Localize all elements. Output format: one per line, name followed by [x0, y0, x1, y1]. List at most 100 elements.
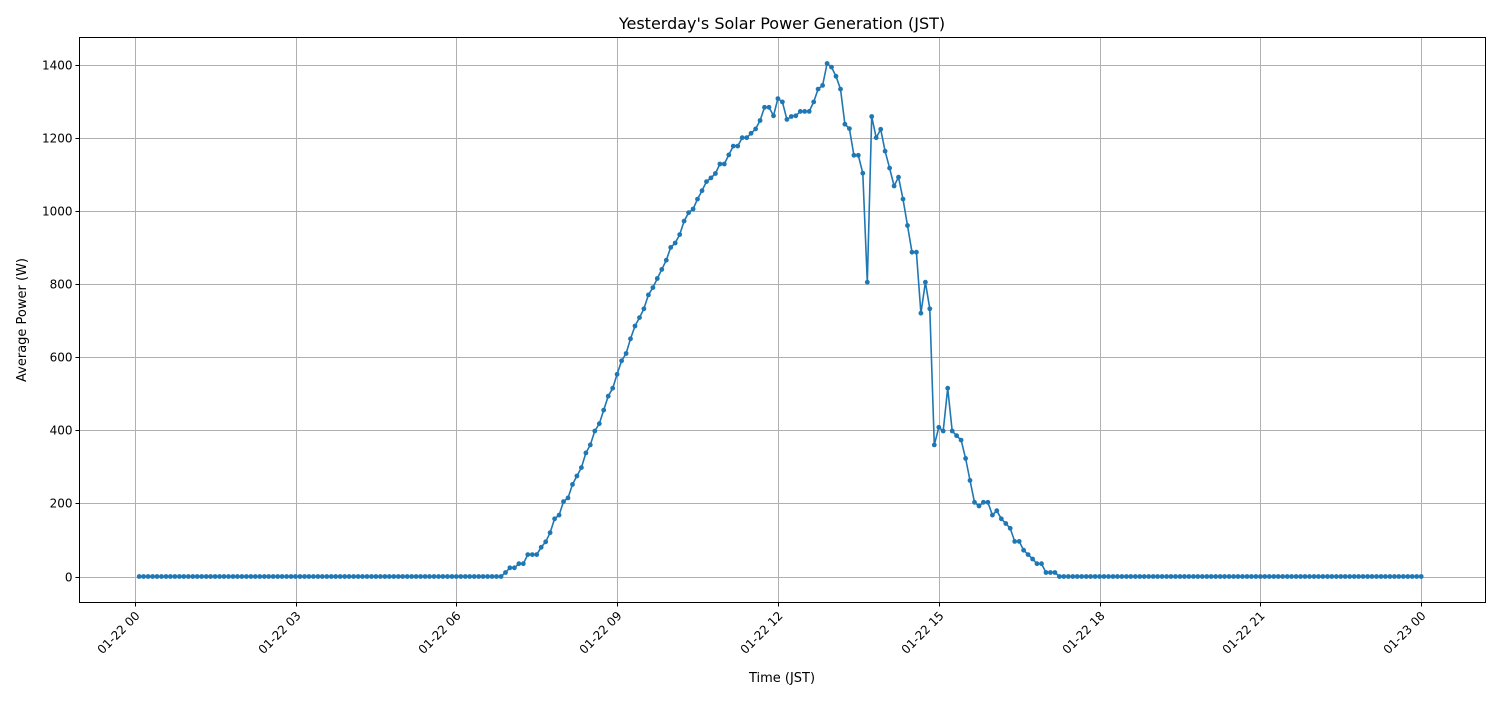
data-point: [543, 539, 549, 545]
data-point: [525, 552, 531, 557]
data-point: [958, 437, 964, 443]
data-point: [1119, 574, 1125, 579]
data-point: [735, 143, 741, 149]
data-point: [771, 113, 776, 119]
data-point: [1298, 574, 1303, 579]
data-point: [985, 499, 991, 505]
data-point: [248, 574, 254, 579]
data-point: [623, 351, 629, 356]
data-point: [154, 574, 160, 579]
data-point: [784, 117, 790, 122]
data-point: [1213, 574, 1219, 579]
data-point: [1374, 574, 1379, 579]
data-point: [489, 574, 495, 579]
data-point: [976, 503, 982, 509]
data-point: [1097, 574, 1102, 579]
data-point: [221, 574, 227, 579]
data-point: [288, 574, 294, 579]
data-point: [244, 574, 249, 579]
data-point: [1356, 574, 1361, 579]
data-point: [1383, 574, 1388, 579]
y-tick-label: 1400: [42, 59, 73, 73]
data-point: [185, 574, 191, 579]
data-point: [270, 574, 276, 579]
data-point: [1186, 574, 1192, 579]
data-point: [1365, 574, 1370, 579]
data-point: [275, 574, 281, 579]
data-point: [628, 336, 633, 342]
data-point: [887, 165, 892, 171]
data-point: [409, 574, 415, 579]
data-point: [284, 574, 289, 579]
data-point: [203, 574, 209, 579]
data-point: [1159, 574, 1165, 579]
y-tick-label: 0: [65, 571, 73, 585]
data-point: [1311, 574, 1317, 579]
data-point: [159, 574, 164, 579]
data-point: [663, 257, 669, 263]
data-point: [601, 407, 607, 413]
data-point: [650, 285, 656, 290]
data-point: [422, 574, 428, 579]
data-point: [592, 428, 598, 434]
data-point: [695, 196, 700, 202]
data-point: [614, 371, 620, 377]
data-point: [565, 495, 571, 501]
data-point: [453, 574, 459, 579]
data-point: [1280, 574, 1286, 579]
data-point: [212, 574, 218, 579]
data-point: [681, 218, 687, 224]
data-point: [1106, 574, 1111, 579]
data-point: [1092, 574, 1098, 579]
data-point: [364, 574, 370, 579]
data-point: [757, 118, 763, 123]
data-point: [382, 574, 388, 579]
data-point: [293, 574, 298, 579]
y-tick-label: 1200: [42, 132, 73, 146]
data-point: [797, 109, 803, 114]
data-point: [1191, 574, 1196, 579]
data-point: [788, 114, 794, 119]
x-tick-label: 01-22 00: [95, 609, 143, 657]
data-point: [538, 544, 544, 550]
y-axis-label: Average Power (W): [15, 258, 30, 382]
data-point: [878, 126, 884, 132]
data-point: [337, 574, 343, 579]
data-point: [1195, 574, 1201, 579]
data-point: [981, 499, 986, 505]
data-point: [1088, 574, 1093, 579]
data-point: [637, 315, 642, 320]
data-point: [190, 574, 196, 579]
data-point: [579, 465, 584, 470]
data-point: [1168, 574, 1174, 579]
data-point: [311, 574, 316, 579]
data-point: [708, 175, 714, 181]
data-point: [1164, 574, 1169, 579]
data-point: [355, 574, 361, 579]
data-point: [1007, 525, 1013, 531]
data-point: [610, 385, 616, 391]
data-point: [923, 279, 928, 285]
data-point: [1307, 574, 1312, 579]
data-point: [440, 574, 446, 579]
data-point: [1208, 574, 1214, 579]
data-point: [1132, 574, 1138, 579]
x-tick-label: 01-22 06: [416, 609, 464, 657]
data-point: [529, 552, 535, 557]
data-point: [1342, 574, 1348, 579]
x-tick-label: 01-22 21: [1220, 609, 1268, 657]
x-tick-label: 01-23 00: [1381, 609, 1429, 657]
data-point: [686, 210, 691, 216]
data-point: [1034, 561, 1040, 567]
data-point: [351, 574, 356, 579]
data-point: [1173, 574, 1178, 579]
data-point: [369, 574, 374, 579]
data-point: [1320, 574, 1326, 579]
data-point: [1083, 574, 1089, 579]
data-point: [512, 565, 517, 571]
data-point: [391, 574, 397, 579]
data-point: [395, 574, 401, 579]
data-point: [780, 99, 785, 105]
data-point: [811, 99, 817, 105]
data-point: [386, 574, 392, 579]
